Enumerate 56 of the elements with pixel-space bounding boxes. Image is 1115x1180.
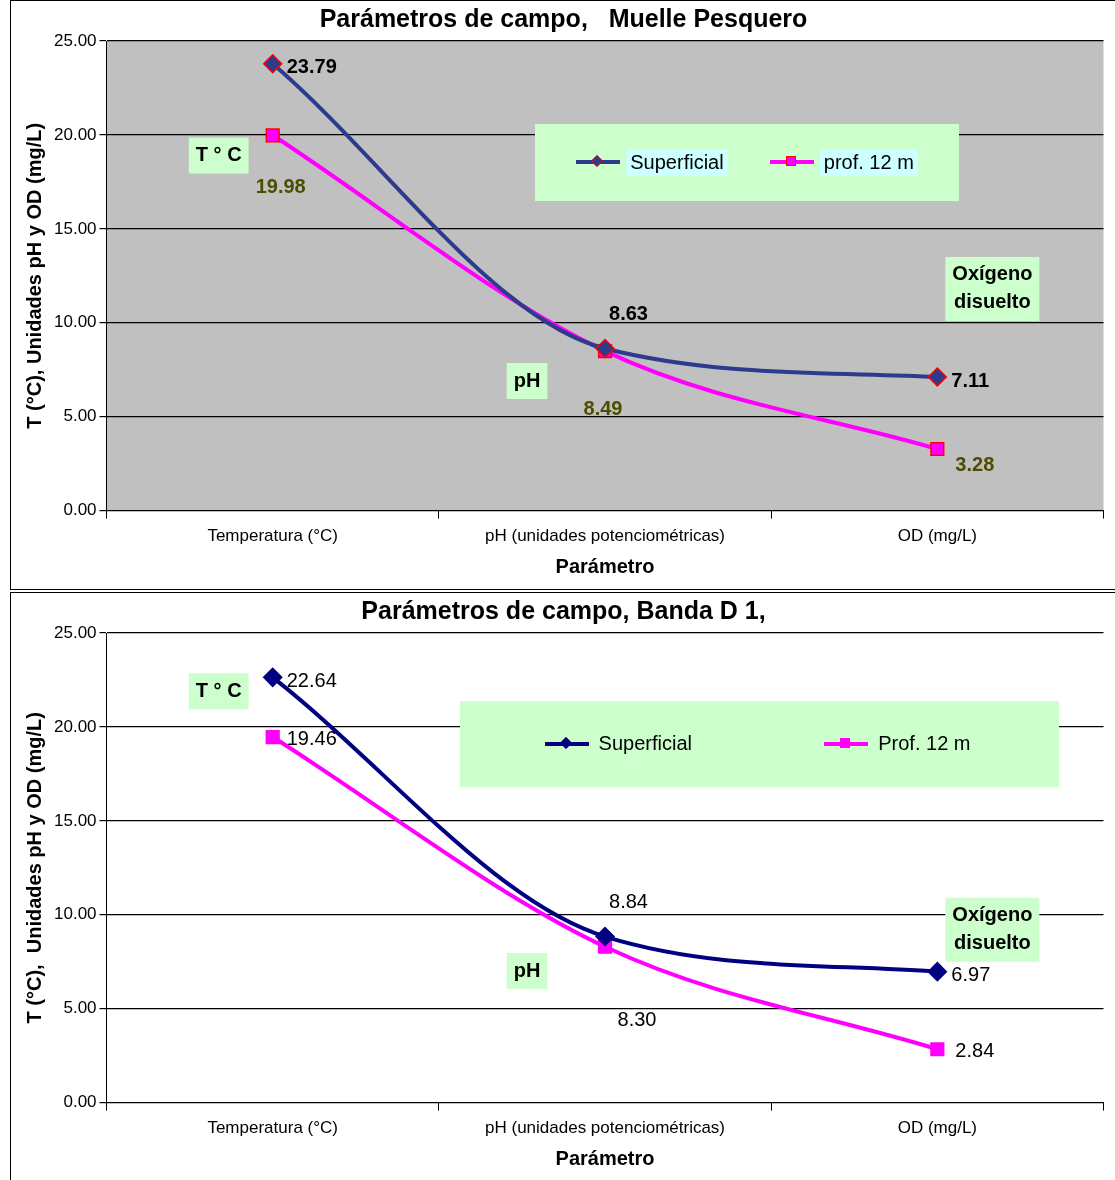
annotation: Oxígeno disuelto <box>952 903 1033 954</box>
data-label: 3.28 <box>955 452 995 475</box>
legend-label: Superficial <box>597 731 693 757</box>
chart-title: Parámetros de campo, Banda D 1, <box>361 595 766 624</box>
x-tick-label: Temperatura (°C) <box>207 526 338 546</box>
point <box>595 338 615 359</box>
y-tick-label: 15.00 <box>53 218 97 238</box>
annotation: T ° C <box>195 678 242 701</box>
x-tick-label: Temperatura (°C) <box>207 1118 338 1138</box>
point <box>262 667 283 688</box>
point <box>930 441 945 457</box>
y-tick-label: 20.00 <box>53 124 97 144</box>
legend-label: Superficial <box>626 148 728 176</box>
y-tick-label: 10.00 <box>53 312 97 332</box>
point <box>262 53 283 74</box>
y-tick-label: 0.00 <box>63 1092 97 1112</box>
y-tick-label: 25.00 <box>53 30 97 50</box>
x-tick-label: OD (mg/L) <box>897 1118 978 1138</box>
data-label: 7.11 <box>951 368 990 391</box>
data-label: 8.49 <box>583 396 623 419</box>
legend-label: Prof. 12 m <box>877 731 972 757</box>
point <box>927 367 948 387</box>
x-axis-title: Parámetro <box>555 554 655 577</box>
legend-label: prof. 12 m <box>819 148 918 176</box>
y-tick-label: 0.00 <box>63 500 97 520</box>
annotation: pH <box>513 368 541 391</box>
y-tick-label: 10.00 <box>53 904 97 924</box>
point <box>595 926 615 947</box>
y-axis-title: T (°C), Unidades pH y OD (mg/L) <box>22 712 45 1024</box>
data-label: 23.79 <box>286 55 337 78</box>
point <box>927 961 948 982</box>
y-axis-title: T (°C), Unidades pH y OD (mg/L) <box>22 122 45 429</box>
data-label: 6.97 <box>951 963 991 986</box>
y-tick-label: 5.00 <box>63 998 97 1018</box>
annotation: T ° C <box>195 143 242 166</box>
data-label: 22.64 <box>286 668 337 691</box>
annotation: pH <box>513 958 541 981</box>
x-axis-title: Parámetro <box>555 1146 655 1169</box>
y-tick-label: 5.00 <box>63 406 97 426</box>
data-label: 19.46 <box>286 726 337 749</box>
data-label: 8.30 <box>617 1008 657 1031</box>
point <box>930 1042 945 1057</box>
point <box>265 128 280 143</box>
x-tick-label: pH (unidades potenciométricas) <box>485 526 726 546</box>
data-label: 2.84 <box>955 1038 995 1061</box>
point <box>265 729 280 745</box>
data-label: 8.84 <box>609 890 648 913</box>
chart-title: Parámetros de campo, Muelle Pesquero <box>319 3 808 32</box>
y-tick-label: 25.00 <box>53 622 97 642</box>
annotation: Oxígeno disuelto <box>952 262 1033 313</box>
data-label: 8.63 <box>609 302 648 325</box>
x-tick-label: OD (mg/L) <box>897 526 978 546</box>
y-tick-label: 20.00 <box>53 716 97 736</box>
y-tick-label: 15.00 <box>53 810 97 830</box>
x-tick-label: pH (unidades potenciométricas) <box>485 1118 726 1138</box>
data-label: 19.98 <box>255 174 306 197</box>
